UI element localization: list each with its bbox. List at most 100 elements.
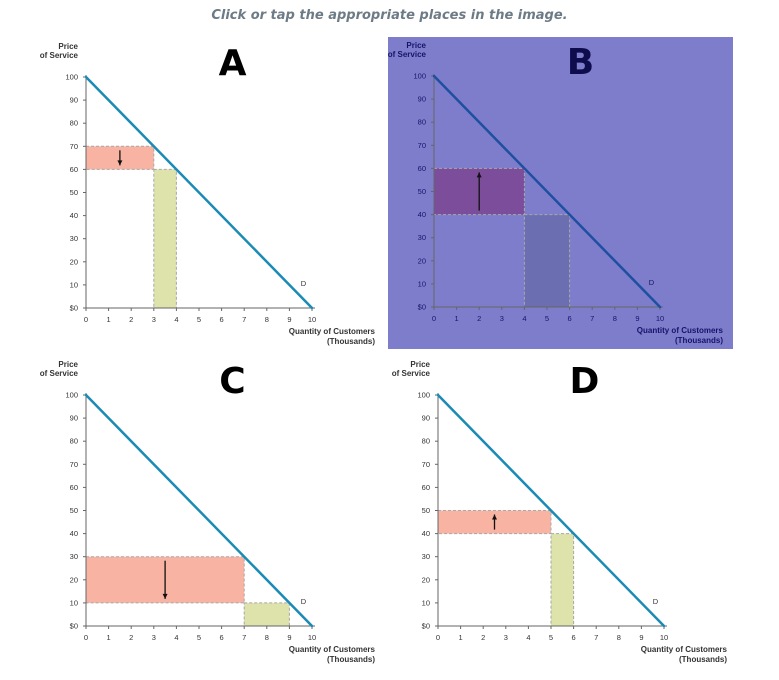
y-tick-label: 100 bbox=[413, 72, 426, 81]
chart-panel-d[interactable]: D Price of Service Quantity of Customers (Th… bbox=[392, 356, 737, 668]
y-tick-label: 60 bbox=[70, 165, 78, 174]
quantity-change-rect bbox=[523, 214, 571, 308]
y-axis-label-line: of Service bbox=[40, 369, 79, 378]
x-tick-label: 0 bbox=[432, 314, 436, 323]
y-tick-label: 10 bbox=[70, 280, 78, 289]
chart-panel-b[interactable]: B Price of Service Quantity of Customers (Th… bbox=[388, 37, 733, 349]
price-change-arrowhead bbox=[492, 514, 497, 520]
y-tick-label: 60 bbox=[422, 483, 430, 492]
x-tick-label: 5 bbox=[545, 314, 549, 323]
chart-panel-a[interactable]: A Price of Service Quantity of Customers (Th… bbox=[40, 38, 385, 350]
x-tick-label: 2 bbox=[129, 633, 133, 642]
x-tick-label: 6 bbox=[572, 633, 576, 642]
x-tick-label: 1 bbox=[107, 315, 111, 324]
y-tick-label: 100 bbox=[65, 391, 78, 400]
x-axis-label: Quantity of Customers(Thousands) bbox=[641, 645, 728, 664]
demand-curve bbox=[436, 393, 666, 628]
y-tick-label: $0 bbox=[418, 303, 426, 312]
y-axis-label-line: Price bbox=[58, 360, 78, 369]
x-tick-label: 10 bbox=[308, 633, 316, 642]
x-tick-label: 7 bbox=[590, 314, 594, 323]
y-tick-label: 100 bbox=[65, 73, 78, 82]
x-tick-label: 1 bbox=[459, 633, 463, 642]
y-tick-label: 70 bbox=[418, 141, 426, 150]
x-tick-label: 8 bbox=[617, 633, 621, 642]
x-axis-label-line: Quantity of Customers bbox=[641, 645, 728, 654]
x-tick-label: 5 bbox=[197, 315, 201, 324]
price-change-arrowhead bbox=[476, 172, 482, 178]
y-tick-label: 20 bbox=[418, 256, 426, 265]
y-tick-label: $0 bbox=[70, 304, 78, 313]
y-tick-label: 80 bbox=[422, 437, 430, 446]
x-tick-label: 4 bbox=[522, 314, 526, 323]
y-tick-label: 90 bbox=[422, 414, 430, 423]
x-tick-label: 6 bbox=[220, 633, 224, 642]
x-tick-label: 2 bbox=[129, 315, 133, 324]
x-tick-label: 8 bbox=[613, 314, 617, 323]
demand-curve-label: D bbox=[301, 279, 307, 288]
y-tick-label: 100 bbox=[417, 391, 430, 400]
y-tick-label: 50 bbox=[422, 506, 430, 515]
y-axis-label-line: of Service bbox=[392, 369, 431, 378]
x-tick-label: 9 bbox=[287, 633, 291, 642]
x-axis-label-line: (Thousands) bbox=[327, 337, 375, 346]
y-axis-label-line: of Service bbox=[40, 51, 79, 60]
y-tick-label: 50 bbox=[418, 187, 426, 196]
x-tick-label: 10 bbox=[308, 315, 316, 324]
y-tick-label: 50 bbox=[70, 506, 78, 515]
y-tick-label: 70 bbox=[70, 142, 78, 151]
x-tick-label: 9 bbox=[639, 633, 643, 642]
demand-curve-label: D bbox=[301, 597, 307, 606]
x-tick-label: 0 bbox=[84, 315, 88, 324]
y-axis-label-line: Price bbox=[406, 41, 426, 50]
y-tick-label: 90 bbox=[70, 414, 78, 423]
y-tick-label: 20 bbox=[422, 575, 430, 584]
x-tick-label: 5 bbox=[197, 633, 201, 642]
x-tick-label: 6 bbox=[220, 315, 224, 324]
y-tick-label: 20 bbox=[70, 257, 78, 266]
x-tick-label: 1 bbox=[107, 633, 111, 642]
x-axis-label-line: Quantity of Customers bbox=[637, 326, 724, 335]
x-tick-label: 4 bbox=[174, 633, 178, 642]
y-tick-label: 30 bbox=[70, 552, 78, 561]
y-tick-label: 40 bbox=[422, 529, 430, 538]
y-tick-label: 90 bbox=[418, 95, 426, 104]
panel-letter: A bbox=[219, 43, 247, 84]
quantity-change-rect bbox=[550, 533, 575, 627]
x-tick-label: 3 bbox=[152, 633, 156, 642]
y-tick-label: 10 bbox=[422, 598, 430, 607]
y-axis-label-line: Price bbox=[410, 360, 430, 369]
x-tick-label: 4 bbox=[174, 315, 178, 324]
y-tick-label: 70 bbox=[70, 460, 78, 469]
x-tick-label: 4 bbox=[526, 633, 530, 642]
x-tick-label: 10 bbox=[656, 314, 664, 323]
x-axis-label-line: (Thousands) bbox=[327, 655, 375, 664]
panel-letter: C bbox=[219, 361, 245, 402]
y-tick-label: 80 bbox=[70, 437, 78, 446]
x-tick-label: 3 bbox=[152, 315, 156, 324]
x-tick-label: 8 bbox=[265, 633, 269, 642]
x-tick-label: 10 bbox=[660, 633, 668, 642]
x-tick-label: 2 bbox=[477, 314, 481, 323]
x-axis-label-line: Quantity of Customers bbox=[289, 645, 376, 654]
x-tick-label: 7 bbox=[242, 633, 246, 642]
x-axis-label: Quantity of Customers(Thousands) bbox=[637, 326, 724, 345]
x-tick-label: 7 bbox=[242, 315, 246, 324]
x-tick-label: 3 bbox=[500, 314, 504, 323]
price-change-arrowhead bbox=[117, 160, 123, 166]
panel-letter: B bbox=[567, 42, 594, 83]
y-tick-label: 80 bbox=[418, 118, 426, 127]
x-tick-label: 5 bbox=[549, 633, 553, 642]
demand-curve bbox=[84, 393, 314, 628]
panel-letter: D bbox=[570, 361, 600, 402]
price-change-arrowhead bbox=[162, 593, 168, 599]
x-tick-label: 0 bbox=[436, 633, 440, 642]
y-tick-label: 30 bbox=[422, 552, 430, 561]
chart-panel-c[interactable]: C Price of Service Quantity of Customers (Th… bbox=[40, 356, 385, 668]
x-tick-label: 9 bbox=[635, 314, 639, 323]
